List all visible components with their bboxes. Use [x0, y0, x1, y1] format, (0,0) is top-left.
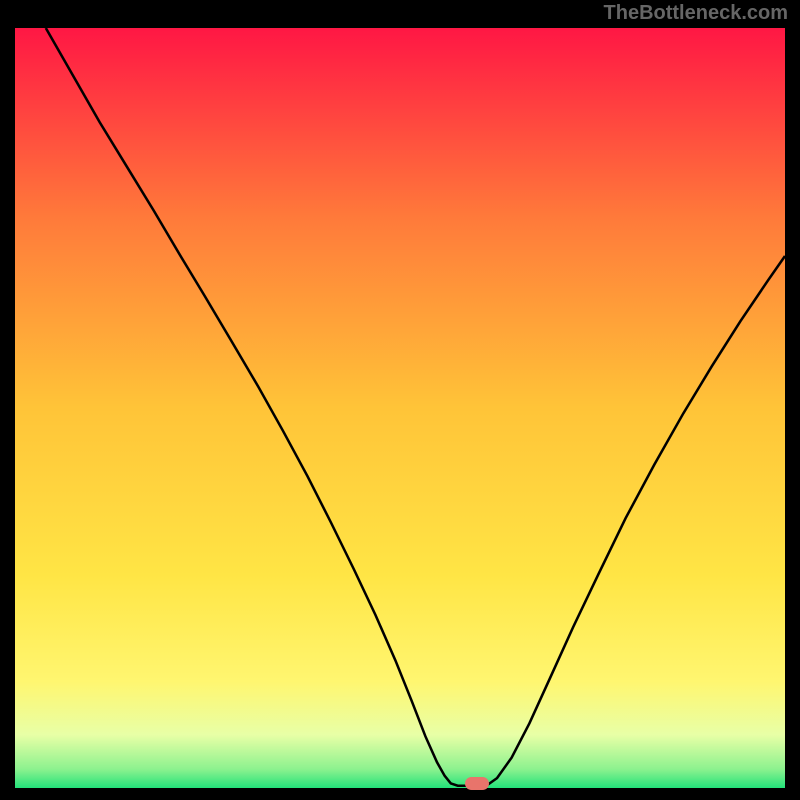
bottleneck-curve — [46, 28, 785, 786]
curve-svg — [15, 28, 785, 788]
optimal-marker — [465, 777, 490, 789]
watermark-text: TheBottleneck.com — [604, 2, 788, 25]
chart-plot-area — [15, 28, 785, 788]
